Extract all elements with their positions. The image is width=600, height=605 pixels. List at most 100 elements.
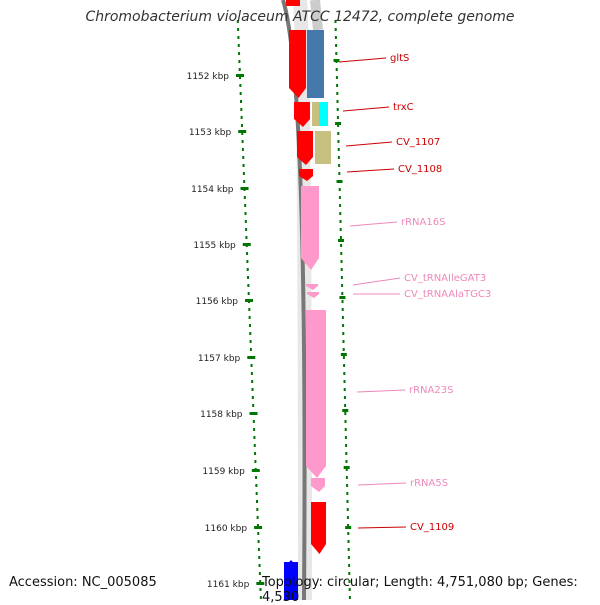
feature-label: CV_1108 — [398, 164, 442, 175]
ring-dots-inner — [251, 396, 254, 399]
ring-dots-outer — [344, 428, 347, 431]
leader-line — [356, 389, 406, 393]
ring-dots-outer — [336, 84, 339, 87]
ring-dots-outer — [341, 284, 344, 287]
ring-dots-inner — [240, 108, 243, 111]
ring-dots-outer — [339, 204, 342, 207]
ring-dots-inner — [236, 20, 239, 23]
ring-dots-outer — [347, 540, 350, 543]
ring-dots-outer — [345, 468, 348, 471]
leader-line — [352, 277, 401, 286]
ring-dots-inner — [238, 52, 241, 55]
ring-dots-outer — [342, 332, 345, 335]
kbp-tick — [238, 130, 247, 133]
ring-dots-inner — [237, 28, 240, 31]
ring-dots-inner — [245, 236, 248, 239]
ring-dots-inner — [256, 524, 259, 527]
ring-dots-inner — [256, 516, 259, 519]
ring-dots-outer — [336, 100, 339, 103]
ring-dots-outer — [339, 212, 342, 215]
ring-dots-outer — [341, 316, 344, 319]
ring-dots-outer — [342, 340, 345, 343]
ring-dots-inner — [250, 372, 253, 375]
kbp-tick-label: 1155 kbp — [193, 241, 236, 251]
accession-text: Accession: NC_005085 — [9, 575, 157, 590]
ring-dots-inner — [259, 588, 262, 591]
ring-dots-inner — [259, 580, 262, 583]
ring-dots-outer — [338, 188, 341, 191]
ring-dots-inner — [251, 380, 254, 383]
ring-dots-outer — [347, 556, 350, 559]
outer-tick — [336, 180, 343, 183]
ring-dots-outer — [334, 36, 337, 39]
cog-CV_1107 — [315, 131, 331, 164]
kbp-tick-label: 1152 kbp — [187, 72, 230, 82]
ring-dots-inner — [238, 68, 241, 71]
ring-dots-outer — [339, 228, 342, 231]
kbp-tick-label: 1157 kbp — [198, 354, 241, 364]
cds-trxC — [294, 102, 310, 127]
ring-dots-outer — [343, 380, 346, 383]
trna-Ala — [307, 292, 319, 298]
ring-dots-outer — [344, 412, 347, 415]
ring-dots-inner — [253, 436, 256, 439]
outer-tick — [343, 466, 350, 469]
ring-dots-outer — [338, 196, 341, 199]
ring-dots-inner — [247, 276, 250, 279]
ring-dots-inner — [237, 36, 240, 39]
ring-dots-outer — [348, 580, 351, 583]
gc-skew-head — [284, 560, 298, 568]
outer-ring-top — [310, 0, 323, 31]
ring-dots-outer — [348, 588, 351, 591]
ring-dots-inner — [258, 572, 261, 575]
ring-dots-outer — [340, 276, 343, 279]
feature-label: rRNA23S — [409, 385, 453, 396]
ring-dots-inner — [257, 532, 260, 535]
ring-dots-outer — [343, 388, 346, 391]
cds-top-fragment — [286, 0, 300, 6]
ring-dots-outer — [346, 484, 349, 487]
ring-dots-outer — [343, 396, 346, 399]
ring-dots-outer — [345, 476, 348, 479]
ring-dots-inner — [246, 268, 249, 271]
gc-skew-bar-body — [284, 568, 298, 600]
outer-tick — [335, 122, 342, 125]
ring-dots-inner — [253, 444, 256, 447]
cog-trxC-a — [312, 102, 319, 126]
kbp-tick-label: 1161 kbp — [207, 580, 250, 590]
ring-dots-outer — [344, 436, 347, 439]
ring-dots-inner — [254, 452, 257, 455]
ring-dots-inner — [241, 132, 244, 135]
rrna-23S — [306, 310, 326, 478]
ring-dots-outer — [345, 444, 348, 447]
feature-label: CV_1109 — [410, 522, 454, 533]
ring-dots-outer — [336, 116, 339, 119]
ring-dots-outer — [337, 140, 340, 143]
ring-dots-inner — [242, 156, 245, 159]
ring-dots-outer — [342, 356, 345, 359]
ring-dots-inner — [254, 460, 257, 463]
outer-tick — [339, 296, 346, 299]
ring-dots-outer — [341, 292, 344, 295]
ring-dots-outer — [335, 76, 338, 79]
kbp-tick — [240, 187, 249, 190]
cog-gltS — [307, 30, 324, 98]
ring-dots-inner — [252, 420, 255, 423]
feature-label: CV_1107 — [396, 137, 440, 148]
ring-dots-inner — [259, 596, 262, 599]
kbp-tick-label: 1154 kbp — [191, 185, 234, 195]
ring-dots-outer — [340, 268, 343, 271]
kbp-tick — [254, 526, 263, 529]
ring-dots-outer — [342, 348, 345, 351]
ring-dots-outer — [338, 164, 341, 167]
ring-dots-outer — [346, 500, 349, 503]
ring-dots-inner — [239, 76, 242, 79]
ring-dots-outer — [347, 548, 350, 551]
ring-dots-outer — [345, 452, 348, 455]
feature-label: gltS — [390, 53, 409, 64]
trna-Ile — [306, 284, 318, 290]
ring-dots-outer — [343, 364, 346, 367]
ring-dots-inner — [251, 388, 254, 391]
ring-dots-inner — [249, 332, 252, 335]
rrna-5S — [311, 478, 325, 492]
